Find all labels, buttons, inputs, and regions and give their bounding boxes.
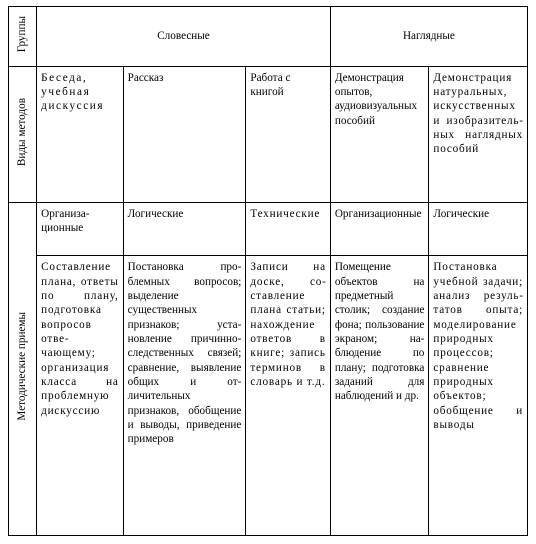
rowhdr-groups: Группы (9, 7, 37, 67)
techhdr-c1: Организа­ционные (37, 202, 124, 256)
techbody-c4: Помещение объектов на предметный столик;… (330, 256, 429, 536)
types-c2: Рассказ (123, 66, 246, 202)
rowhdr-techniques: Методические приемы (9, 202, 37, 535)
techhdr-c4: Организаци­онные (330, 202, 429, 256)
techhdr-c3: Техничес­кие (246, 202, 330, 256)
types-c3: Работа с книгой (246, 66, 330, 202)
techbody-c1: Составле­ние плана, ответы по плану, под… (37, 256, 124, 536)
rowhdr-groups-label: Группы (15, 16, 29, 52)
techhdr-c2: Логические (123, 202, 246, 256)
types-c1: Беседа, учебная дискус­сия (37, 66, 124, 202)
techbody-c2: Постановка про­блемных вопро­сов; выделе… (123, 256, 246, 536)
colgroup-visual-label: Наглядные (403, 30, 455, 42)
techbody-c3: Записи на доске, со­ставление плана ста­… (246, 256, 330, 536)
rowhdr-types-label: Виды методов (15, 98, 29, 166)
techbody-c5: Постановка учебной за­дачи; ана­лиз резу… (429, 256, 528, 536)
rowhdr-techniques-label: Методические приемы (15, 312, 29, 421)
colgroup-visual: Наглядные (330, 7, 527, 67)
techhdr-c5: Логические (429, 202, 528, 256)
types-c4: Демонстра­ция опытов, аудиовизу­альных п… (330, 66, 429, 202)
types-c5: Демонстра­ция нату­ральных, искусствен­н… (429, 66, 528, 202)
colgroup-verbal-label: Словесные (157, 30, 210, 42)
rowhdr-types: Виды методов (9, 66, 37, 202)
colgroup-verbal: Словесные (37, 7, 331, 67)
methods-table: Группы Словесные Наглядные Виды методов … (8, 6, 528, 536)
